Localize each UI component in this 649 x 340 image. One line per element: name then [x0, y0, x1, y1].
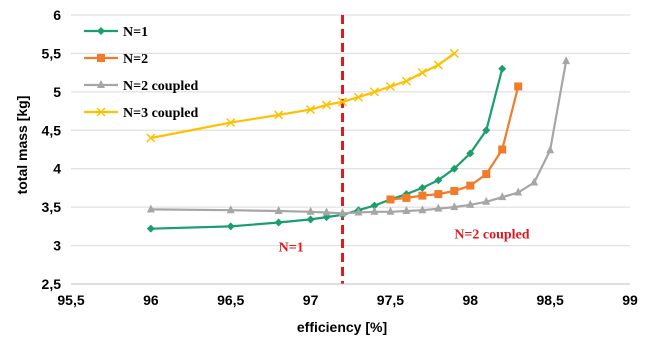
series-n-3-coupled	[146, 48, 459, 143]
data-point	[306, 206, 315, 215]
gridlines	[71, 14, 630, 247]
data-point	[338, 208, 347, 217]
data-point	[449, 48, 459, 58]
data-point	[466, 149, 475, 158]
x-tick-label: 97,5	[377, 292, 404, 308]
data-point	[562, 56, 571, 65]
data-point	[226, 205, 235, 214]
data-point	[466, 199, 475, 208]
series-n-2-coupled	[146, 56, 571, 217]
x-tick-label: 98,5	[537, 292, 564, 308]
series-group	[146, 48, 571, 233]
data-point	[370, 206, 379, 215]
data-point	[386, 195, 395, 204]
y-tick-label: 3	[53, 238, 61, 254]
data-point	[450, 187, 459, 196]
y-tick-label: 4,5	[42, 122, 62, 138]
x-tick-label: 97	[303, 292, 319, 308]
data-point	[546, 145, 555, 154]
data-point	[401, 76, 411, 86]
x-tick-label: 98	[462, 292, 478, 308]
data-point	[97, 80, 105, 88]
y-axis-title: total mass [kg]	[14, 96, 30, 195]
x-tick-label: 99	[622, 292, 638, 308]
series-line	[150, 68, 504, 230]
data-point	[418, 183, 427, 192]
data-point	[482, 126, 491, 135]
legend-label: N=1	[123, 25, 148, 40]
y-tick-label: 3,5	[42, 199, 62, 215]
data-point	[434, 190, 443, 199]
series-line	[150, 52, 455, 140]
data-point	[434, 176, 443, 185]
data-point	[146, 133, 156, 143]
x-tick-label: 96	[143, 292, 159, 308]
data-point	[306, 105, 316, 115]
data-point	[514, 82, 523, 91]
y-tick-label: 2,5	[42, 276, 62, 292]
annotations: N=1 N=2 coupled	[279, 228, 530, 256]
x-tick-label: 95,5	[57, 292, 84, 308]
data-point	[434, 203, 443, 212]
data-point	[274, 110, 284, 120]
data-point	[418, 205, 427, 214]
axes: 2,5 3 3,5 4 4,5 5 5,5 6 95,5 96 96,5 97 97,5 98 98,5 99	[42, 7, 638, 308]
data-point	[385, 81, 395, 92]
y-tick-label: 6	[53, 7, 61, 23]
data-point	[402, 193, 411, 202]
legend-label: N=2	[123, 52, 148, 67]
data-point	[386, 206, 395, 215]
data-point	[274, 218, 283, 227]
legend: N=1 N=2 N=2 coupled N=3 coupled	[84, 25, 198, 121]
legend-item: N=3 coupled	[84, 106, 198, 121]
y-tick-label: 4	[53, 161, 61, 177]
annotation-label: N=2 coupled	[454, 228, 529, 243]
data-point	[322, 207, 331, 216]
data-point	[530, 177, 539, 186]
data-point	[514, 187, 523, 196]
x-axis-title: efficiency [%]	[297, 319, 387, 335]
data-point	[96, 107, 106, 117]
legend-item: N=1	[84, 25, 148, 40]
legend-item: N=2 coupled	[84, 79, 198, 94]
legend-item: N=2	[84, 52, 148, 67]
data-point	[482, 170, 491, 179]
data-point	[353, 92, 364, 102]
series-n-2	[386, 82, 523, 204]
data-point	[226, 222, 235, 231]
data-point	[370, 201, 379, 210]
data-point	[369, 87, 379, 97]
data-point	[482, 196, 491, 205]
data-point	[466, 181, 475, 190]
series-line	[390, 86, 520, 201]
data-point	[450, 202, 459, 211]
data-point	[354, 207, 363, 216]
data-point	[498, 192, 507, 201]
data-point	[274, 205, 283, 214]
y-tick-label: 5,5	[42, 45, 62, 61]
data-point	[146, 204, 155, 213]
legend-label: N=2 coupled	[123, 79, 198, 94]
data-point	[337, 97, 348, 107]
data-point	[418, 191, 427, 200]
x-tick-label: 96,5	[217, 292, 244, 308]
annotation-label: N=1	[279, 241, 304, 256]
legend-label: N=3 coupled	[123, 106, 198, 121]
data-point	[417, 68, 427, 78]
data-point	[226, 118, 236, 128]
data-point	[306, 215, 315, 224]
data-point	[97, 27, 105, 35]
data-point	[498, 145, 507, 154]
data-point	[402, 205, 411, 214]
data-point	[322, 100, 332, 110]
data-point	[433, 60, 443, 70]
data-point	[97, 54, 105, 62]
data-point	[498, 64, 507, 73]
data-point	[450, 164, 459, 173]
series-line	[150, 60, 568, 215]
y-tick-label: 5	[53, 84, 61, 100]
data-point	[146, 224, 155, 233]
